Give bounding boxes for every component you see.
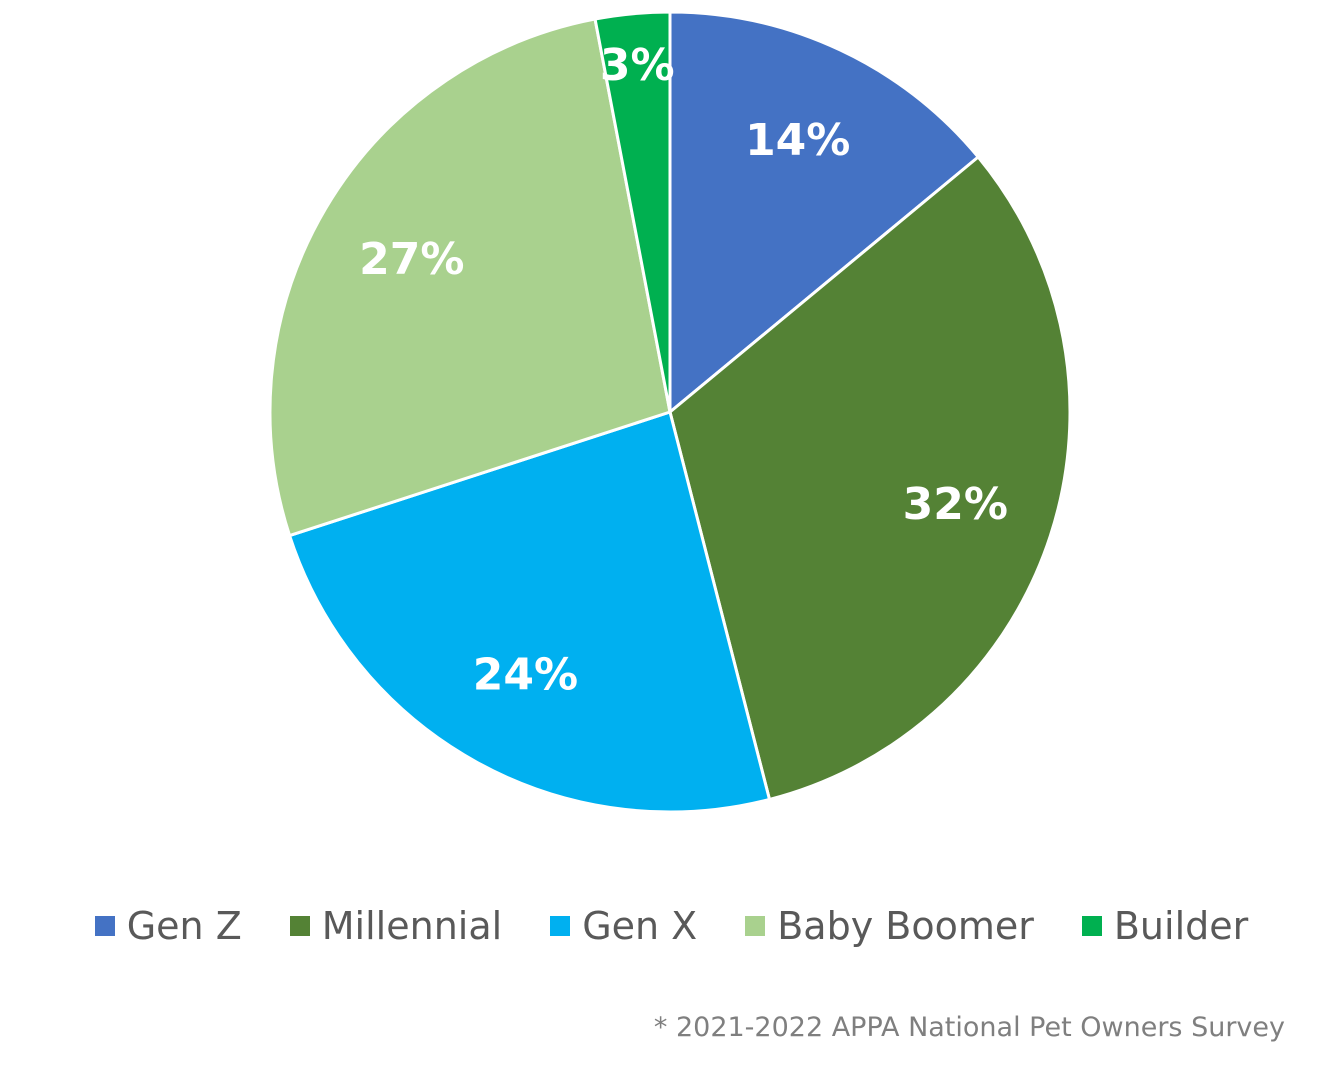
data-label-baby-boomer: 27% <box>359 234 464 285</box>
pie-slice-baby-boomer <box>268 17 672 538</box>
legend-swatch-builder <box>1081 916 1102 936</box>
legend-item-gen-x: Gen X <box>550 904 697 948</box>
legend-swatch-millennial <box>289 916 310 936</box>
pie-chart: 14% 32% 24% 27% 3% <box>268 10 1072 814</box>
legend-item-millennial: Millennial <box>289 904 503 948</box>
legend: Gen Z Millennial Gen X Baby Boomer Build… <box>0 900 1333 952</box>
legend-label-gen-x: Gen X <box>582 904 698 948</box>
pie-slice-gen-x <box>288 410 771 814</box>
source-footnote: * 2021-2022 APPA National Pet Owners Sur… <box>653 1012 1285 1043</box>
data-label-millennial: 32% <box>903 479 1008 530</box>
legend-swatch-gen-x <box>550 916 571 936</box>
pie-slices <box>268 10 1072 814</box>
legend-item-builder: Builder <box>1081 904 1249 948</box>
legend-label-builder: Builder <box>1113 904 1249 948</box>
legend-item-gen-z: Gen Z <box>94 904 242 948</box>
data-label-builder: 3% <box>600 40 675 91</box>
data-label-gen-x: 24% <box>473 649 578 700</box>
data-label-gen-z: 14% <box>745 115 850 166</box>
pie-slice-millennial <box>668 155 1072 801</box>
pie-data-labels: 14% 32% 24% 27% 3% <box>359 40 1008 700</box>
legend-label-baby-boomer: Baby Boomer <box>777 904 1034 948</box>
pie-slice-builder <box>593 10 672 414</box>
legend-swatch-gen-z <box>94 916 115 936</box>
legend-swatch-baby-boomer <box>745 916 766 936</box>
legend-label-millennial: Millennial <box>321 904 503 948</box>
legend-item-baby-boomer: Baby Boomer <box>745 904 1034 948</box>
pie-slice-gen-z <box>668 10 980 414</box>
legend-label-gen-z: Gen Z <box>126 904 242 948</box>
